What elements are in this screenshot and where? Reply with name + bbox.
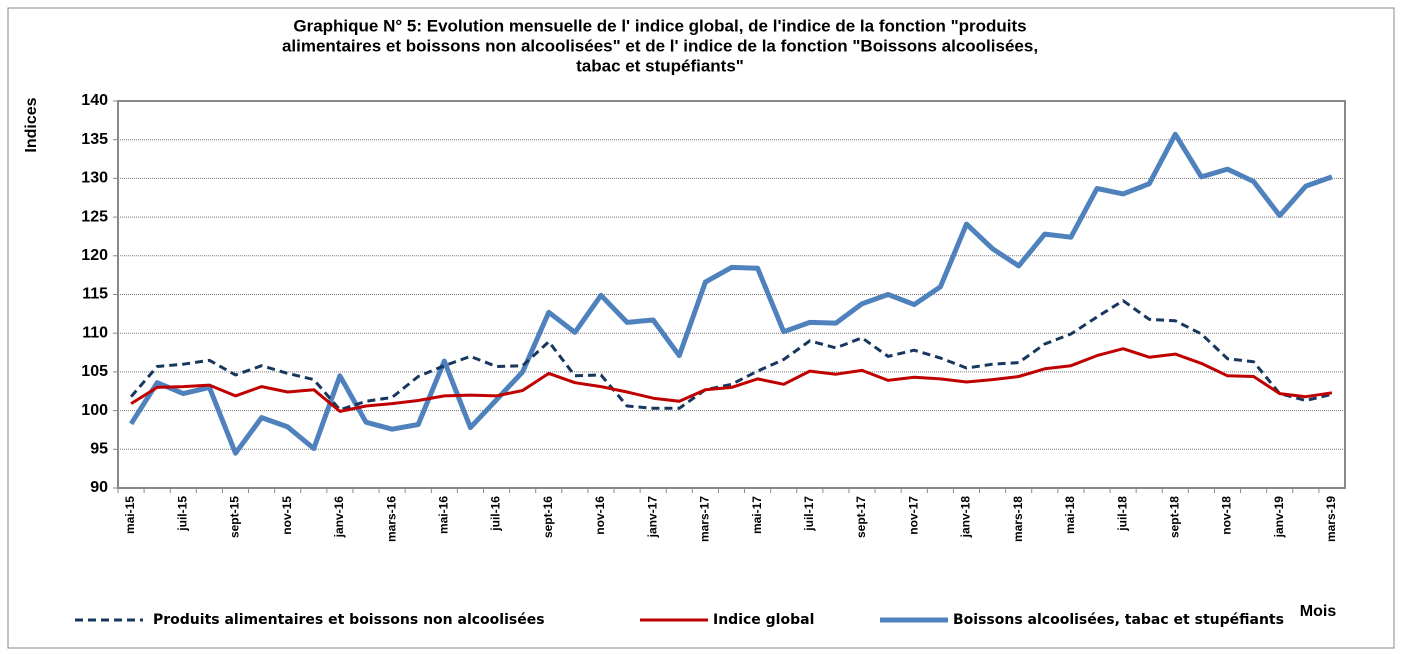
x-tick-label: mars-16 bbox=[384, 496, 398, 542]
x-tick-label: mai-17 bbox=[750, 496, 764, 534]
legend-label: Indice global bbox=[713, 612, 814, 628]
y-tick-label: 90 bbox=[90, 479, 108, 496]
x-tick-label: nov-17 bbox=[906, 496, 920, 535]
x-tick-label: nov-16 bbox=[593, 496, 607, 535]
x-tick-label: mai-15 bbox=[123, 496, 137, 534]
chart-border bbox=[7, 7, 1395, 649]
series-line bbox=[130, 347, 1333, 413]
x-tick-label: juil-16 bbox=[489, 496, 503, 532]
chart-title: alimentaires et boissons non alcoolisées… bbox=[282, 36, 1038, 55]
x-tick-label: janv-17 bbox=[645, 496, 659, 539]
x-tick-label: juil-15 bbox=[175, 496, 189, 532]
y-tick-label: 120 bbox=[81, 247, 108, 264]
y-tick-label: 130 bbox=[81, 170, 108, 187]
x-tick-label: juil-17 bbox=[802, 496, 816, 532]
x-tick-label: sept-18 bbox=[1167, 496, 1181, 538]
x-tick-label: nov-18 bbox=[1220, 496, 1234, 535]
y-tick-label: 105 bbox=[81, 363, 108, 380]
chart-title: Graphique N° 5: Evolution mensuelle de l… bbox=[293, 16, 1026, 35]
y-tick-label: 125 bbox=[81, 208, 108, 225]
x-tick-label: juil-18 bbox=[1115, 496, 1129, 532]
x-tick-label: sept-16 bbox=[541, 496, 555, 538]
x-tick-label: janv-18 bbox=[959, 496, 973, 539]
x-tick-label: sept-17 bbox=[854, 496, 868, 538]
legend-label: Produits alimentaires et boissons non al… bbox=[153, 612, 545, 628]
x-tick-label: nov-15 bbox=[280, 496, 294, 535]
x-tick-label: mars-17 bbox=[698, 496, 712, 542]
plot-area bbox=[117, 100, 1346, 489]
legend-label: Boissons alcoolisées, tabac et stupéfian… bbox=[953, 612, 1284, 628]
x-tick-label: mai-16 bbox=[437, 496, 451, 534]
chart-title: tabac et stupéfiants" bbox=[576, 56, 744, 75]
x-tick-label: mai-18 bbox=[1063, 496, 1077, 534]
x-axis-label: Mois bbox=[1300, 603, 1337, 620]
x-tick-label: mars-18 bbox=[1011, 496, 1025, 542]
y-tick-label: 140 bbox=[81, 92, 108, 109]
y-tick-label: 135 bbox=[81, 131, 108, 148]
x-tick-label: janv-16 bbox=[332, 496, 346, 539]
x-tick-label: janv-19 bbox=[1272, 496, 1286, 539]
y-tick-label: 100 bbox=[81, 402, 108, 419]
y-tick-label: 95 bbox=[90, 441, 108, 458]
x-tick-label: mars-19 bbox=[1324, 496, 1338, 542]
x-tick-label: sept-15 bbox=[228, 496, 242, 538]
y-tick-label: 115 bbox=[82, 286, 108, 303]
y-tick-label: 110 bbox=[82, 324, 108, 341]
y-axis-label: Indices bbox=[23, 97, 40, 152]
series-line bbox=[128, 131, 1333, 456]
